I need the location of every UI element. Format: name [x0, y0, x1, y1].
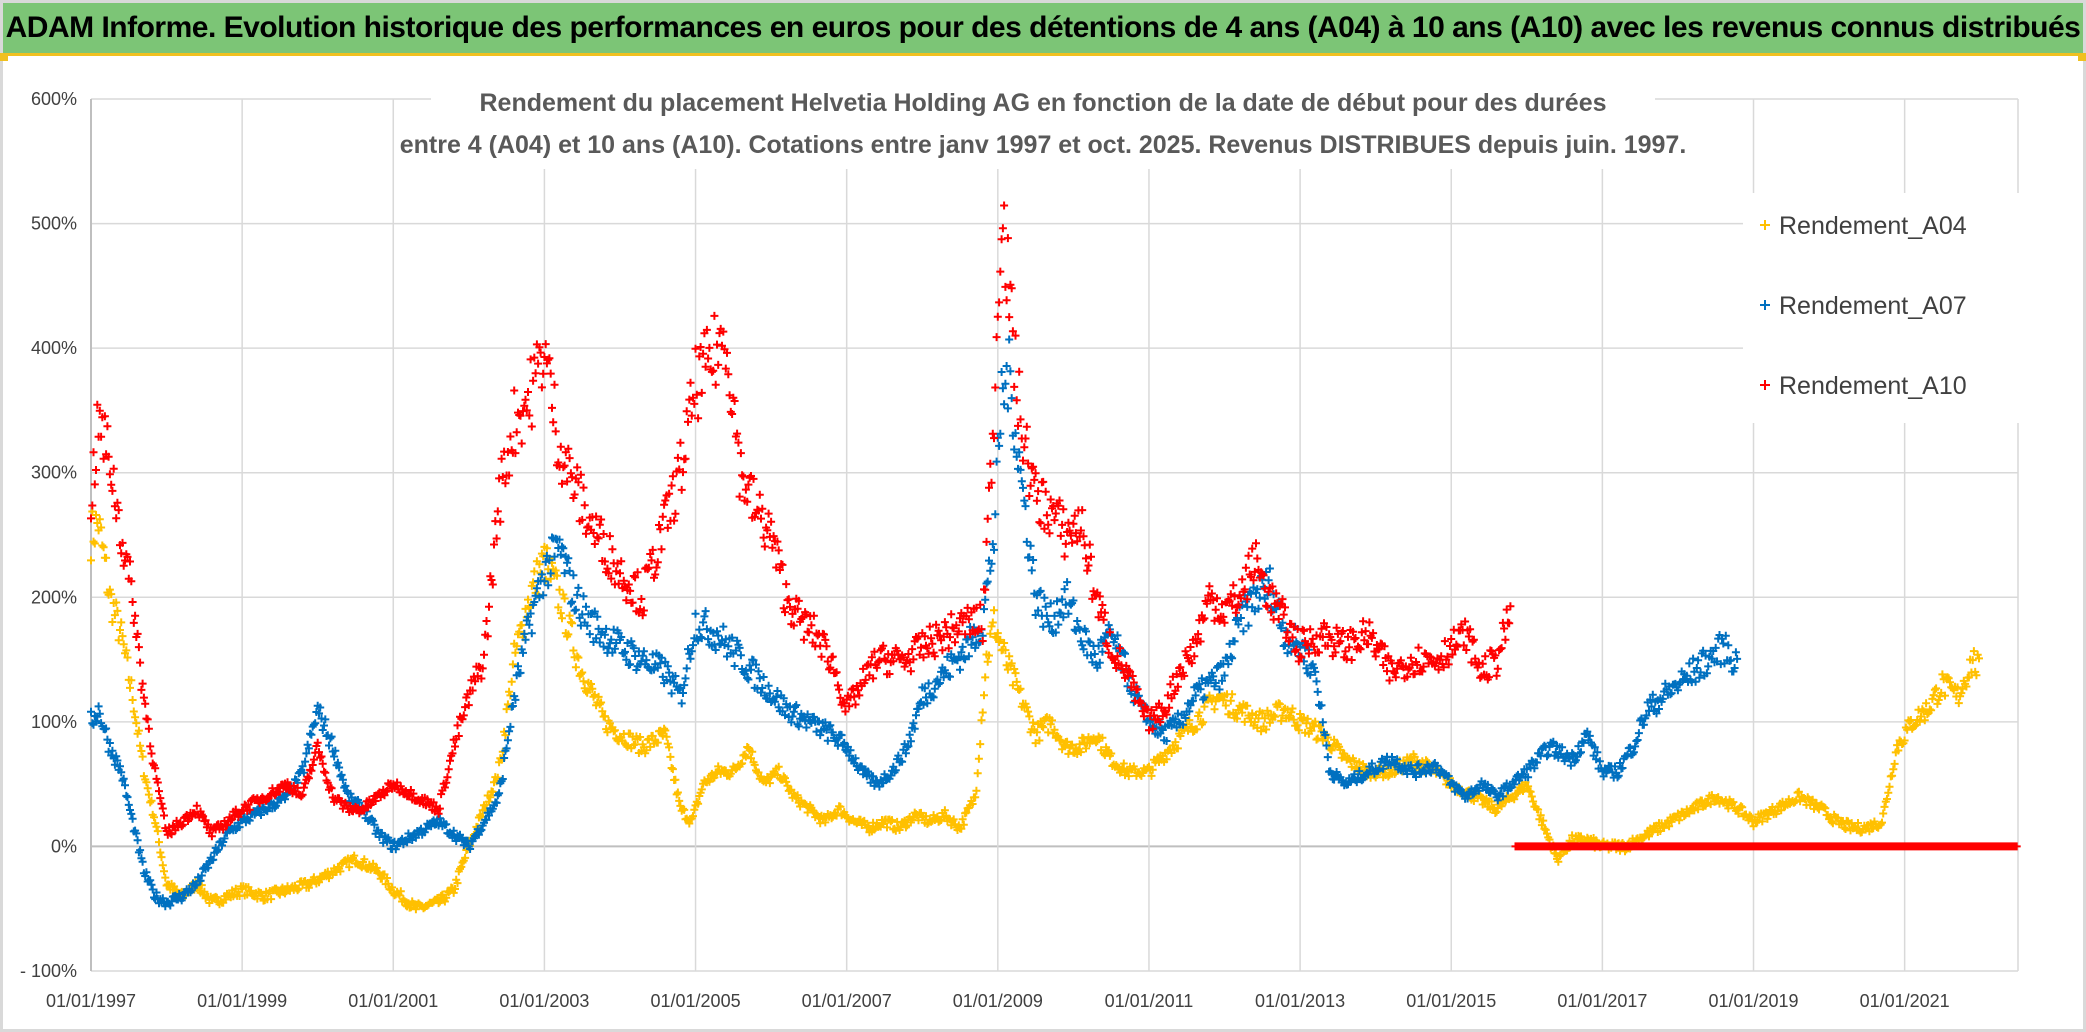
tick-labels: - 100% 0% 100% 200% 300% 400% 500% 600% 01/01/19…	[20, 89, 1950, 1011]
legend-label: Rendement_A07	[1779, 292, 1967, 320]
x-tick-label: 01/01/2015	[1406, 991, 1496, 1011]
y-tick-label: 200%	[31, 587, 77, 607]
legend-marker	[1760, 220, 1770, 230]
x-tick-label: 01/01/2017	[1557, 991, 1647, 1011]
series-rendement-a10-zero-tail-	[1511, 842, 2021, 851]
legend-marker	[1760, 300, 1770, 310]
legend: Rendement_A04 Rendement_A07 Rendement_A10	[1760, 212, 1967, 400]
scatter-chart: Rendement du placement Helvetia Holding …	[20, 83, 2021, 1011]
grid-lines	[90, 98, 2018, 972]
legend-marker	[1760, 380, 1770, 390]
legend-label: Rendement_A04	[1779, 212, 1967, 240]
x-tick-label: 01/01/2019	[1708, 991, 1798, 1011]
x-tick-label: 01/01/1999	[197, 991, 287, 1011]
report-banner: ADAM Informe. Evolution historique des p…	[3, 3, 2083, 56]
x-tick-label: 01/01/2003	[499, 991, 589, 1011]
y-tick-label: 100%	[31, 712, 77, 732]
legend-background	[1743, 193, 2021, 423]
chart-title-line-2: entre 4 (A04) et 10 ans (A10). Cotations…	[400, 131, 1687, 159]
x-tick-label: 01/01/2009	[953, 991, 1043, 1011]
x-tick-label: 01/01/1997	[46, 991, 136, 1011]
data-series	[87, 201, 2021, 914]
corner-mark-left	[0, 53, 8, 61]
x-tick-label: 01/01/2013	[1255, 991, 1345, 1011]
legend-label: Rendement_A10	[1779, 372, 1967, 400]
series-rendement-a04	[87, 507, 1983, 914]
series-rendement-a07	[87, 335, 1742, 911]
chart-title-line-1: Rendement du placement Helvetia Holding …	[479, 89, 1606, 117]
x-tick-label: 01/01/2005	[651, 991, 741, 1011]
title-background	[431, 83, 1655, 169]
x-tick-label: 01/01/2007	[802, 991, 892, 1011]
y-tick-label: 0%	[51, 836, 77, 856]
y-tick-label: 600%	[31, 89, 77, 109]
report-title: ADAM Informe. Evolution historique des p…	[5, 11, 2081, 44]
x-tick-label: 01/01/2001	[348, 991, 438, 1011]
corner-mark-right	[2078, 53, 2086, 61]
y-tick-label: 300%	[31, 463, 77, 483]
y-tick-label: 400%	[31, 338, 77, 358]
x-tick-label: 01/01/2011	[1105, 991, 1194, 1011]
x-tick-label: 01/01/2021	[1860, 991, 1950, 1011]
y-tick-label: 500%	[31, 214, 77, 234]
series-rendement-a10	[87, 201, 1515, 841]
y-tick-label: - 100%	[20, 961, 77, 981]
